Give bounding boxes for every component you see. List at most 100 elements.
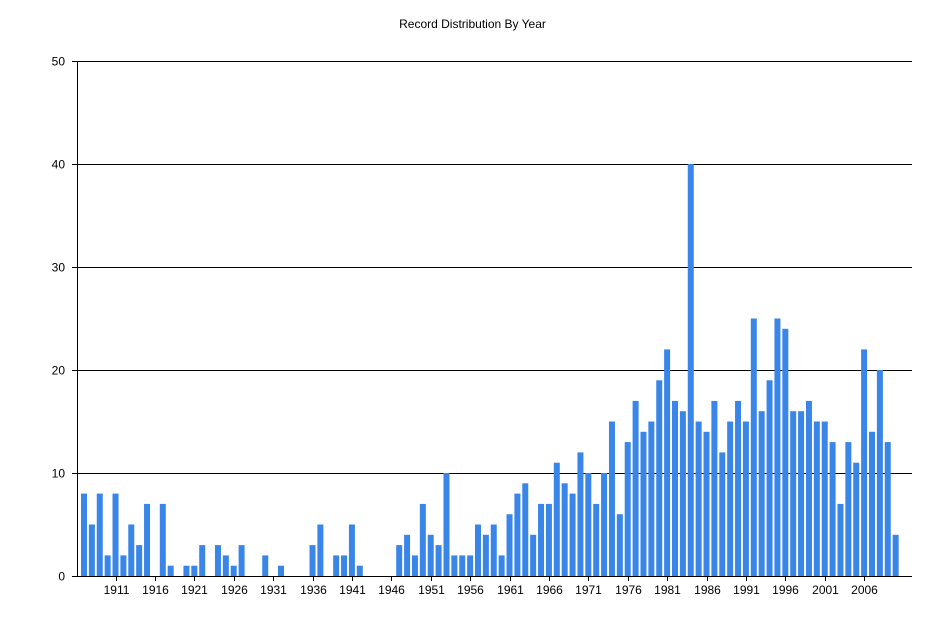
- bar-2003: [837, 503, 844, 576]
- bar-1953: [443, 473, 450, 576]
- bar-1983: [679, 411, 686, 576]
- bar-1972: [593, 503, 600, 576]
- bar-1949: [411, 555, 418, 576]
- x-tick-label: 2001: [812, 583, 839, 597]
- bar-1957: [475, 524, 481, 576]
- y-tick-label: 50: [52, 55, 66, 69]
- bar-1975: [616, 514, 623, 576]
- bar-2010: [892, 534, 899, 576]
- bar-1992: [750, 318, 757, 576]
- bar-1997: [790, 411, 797, 576]
- bar-1986: [703, 431, 710, 576]
- bar-1977: [632, 400, 639, 576]
- bar-1952: [435, 545, 442, 576]
- bar-1963: [522, 483, 529, 576]
- axes: [72, 61, 912, 581]
- bar-1961: [506, 514, 513, 576]
- bar-2001: [821, 421, 828, 576]
- bar-1993: [758, 411, 765, 576]
- bar-1989: [727, 421, 734, 576]
- bar-1991: [742, 421, 749, 576]
- bar-1922: [199, 545, 206, 576]
- x-tick-label: 1981: [654, 583, 681, 597]
- bar-1962: [514, 493, 521, 576]
- bar-1925: [222, 555, 229, 576]
- bar-1909: [96, 493, 103, 576]
- x-tick-label: 1966: [536, 583, 563, 597]
- tick-labels: 0 10 20 30 40 50 1911 1916 1921 1926 1931 1936 1941 1…: [52, 55, 879, 598]
- x-tick-label: 1951: [418, 583, 445, 597]
- bar-1907: [81, 493, 87, 576]
- bar-1994: [766, 380, 773, 576]
- bar-1967: [553, 462, 560, 576]
- bar-1927: [238, 545, 245, 576]
- bar-1965: [538, 503, 545, 576]
- x-tick-label: 2006: [851, 583, 878, 597]
- bar-1956: [467, 555, 474, 576]
- bar-2005: [853, 462, 860, 576]
- y-tick-label: 10: [52, 467, 66, 481]
- bar-1968: [561, 483, 568, 576]
- bar-1982: [672, 400, 678, 576]
- x-tick-label: 1971: [575, 583, 602, 597]
- bar-1985: [695, 421, 702, 576]
- bar-1998: [798, 411, 805, 576]
- bar-1940: [341, 555, 348, 576]
- bar-1924: [214, 545, 221, 576]
- bar-1970: [577, 452, 584, 576]
- y-tick-label: 20: [52, 364, 66, 378]
- bar-1971: [585, 473, 592, 576]
- bar-2000: [813, 421, 820, 576]
- bars: [81, 164, 899, 576]
- bar-1917: [159, 503, 166, 576]
- y-tick-label: 0: [58, 570, 65, 584]
- bar-1932: [278, 565, 284, 576]
- bar-1951: [427, 534, 434, 576]
- bar-1930: [262, 555, 269, 576]
- bar-1974: [608, 421, 615, 576]
- bar-1973: [601, 473, 608, 576]
- bar-1947: [396, 545, 403, 576]
- x-tick-label: 1986: [694, 583, 721, 597]
- x-tick-label: 1911: [104, 583, 130, 597]
- bar-1966: [545, 503, 552, 576]
- bar-1912: [120, 555, 127, 576]
- bar-1918: [167, 565, 174, 576]
- x-tick-label: 1921: [181, 583, 208, 597]
- bar-1915: [144, 503, 151, 576]
- bar-1914: [136, 545, 143, 576]
- bar-1948: [404, 534, 411, 576]
- bar-1910: [104, 555, 111, 576]
- bar-1908: [88, 524, 95, 576]
- bar-2009: [884, 442, 891, 576]
- bar-1980: [656, 380, 663, 576]
- bar-2006: [861, 349, 868, 576]
- bar-1921: [191, 565, 198, 576]
- bar-1960: [498, 555, 505, 576]
- x-tick-label: 1976: [615, 583, 642, 597]
- bar-1964: [530, 534, 537, 576]
- bar-1942: [356, 565, 363, 576]
- bar-1936: [309, 545, 316, 576]
- y-tick-label: 30: [52, 261, 66, 275]
- bar-1978: [640, 431, 647, 576]
- bar-1950: [419, 503, 426, 576]
- gridlines: [77, 61, 912, 474]
- bar-1959: [490, 524, 497, 576]
- bar-1995: [774, 318, 781, 576]
- bar-1920: [183, 565, 190, 576]
- bar-1941: [348, 524, 355, 576]
- bar-1987: [711, 400, 718, 576]
- bar-1911: [112, 493, 119, 576]
- bar-1913: [128, 524, 135, 576]
- bar-1979: [648, 421, 655, 576]
- x-tick-label: 1996: [772, 583, 799, 597]
- bar-1958: [482, 534, 489, 576]
- bar-1969: [569, 493, 576, 576]
- x-tick-label: 1931: [260, 583, 287, 597]
- bar-1976: [624, 442, 631, 576]
- bar-1981: [664, 349, 671, 576]
- y-tick-label: 40: [52, 158, 66, 172]
